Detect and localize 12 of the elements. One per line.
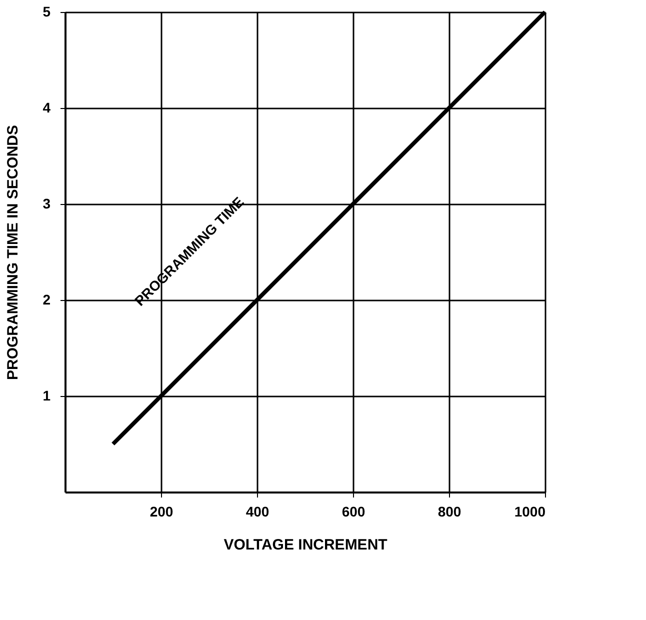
x-tick-label: 600 (342, 504, 366, 520)
x-tick-label: 200 (150, 504, 174, 520)
y-tick-label: 1 (42, 388, 51, 404)
y-tick-label: 4 (42, 100, 51, 116)
x-axis-title: VOLTAGE INCREMENT (224, 536, 388, 554)
y-tick-label: 2 (42, 292, 51, 308)
y-axis-title: PROGRAMMING TIME IN SECONDS (4, 124, 22, 380)
y-tick-label: 3 (42, 196, 51, 212)
y-tick-label: 5 (42, 4, 51, 20)
x-tick-label: 800 (438, 504, 462, 520)
x-tick-label: 1000 (514, 504, 546, 520)
x-tick-label: 400 (246, 504, 270, 520)
